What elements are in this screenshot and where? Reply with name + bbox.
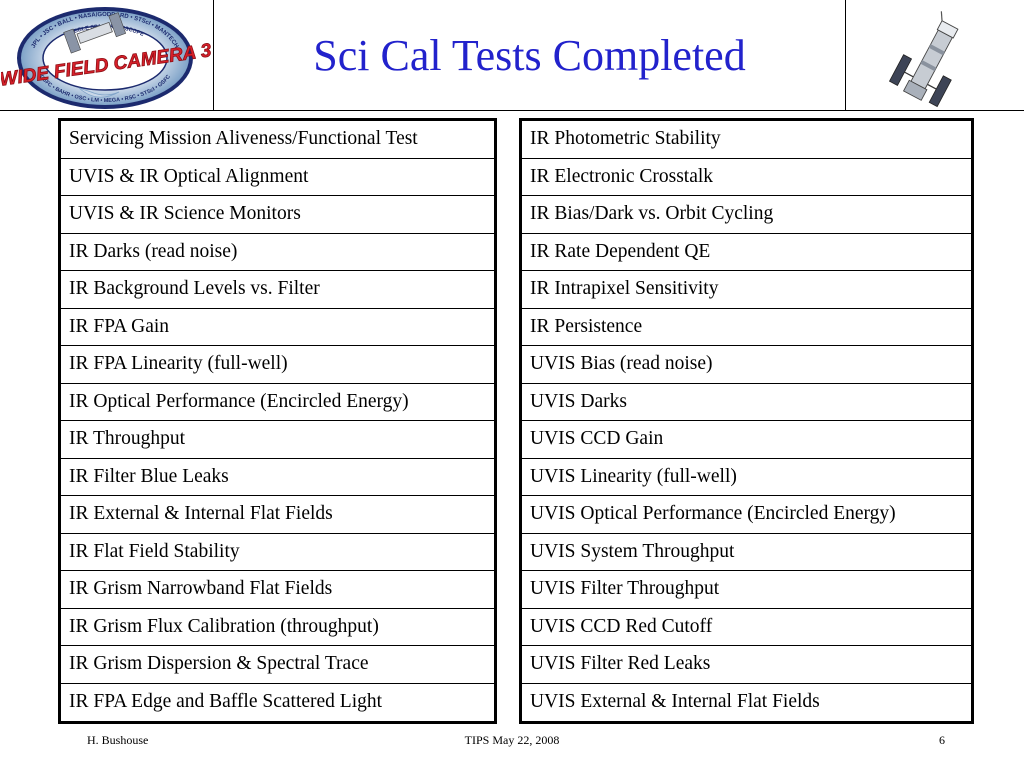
completed-tests-table-left: Servicing Mission Aliveness/Functional T…	[58, 118, 497, 724]
hubble-telescope-icon	[888, 11, 959, 108]
footer-page-number: 6	[939, 733, 945, 747]
footer-event: TIPS May 22, 2008	[464, 733, 560, 747]
table-row: IR Electronic Crosstalk	[522, 159, 971, 196]
table-row: IR FPA Linearity (full-well)	[61, 346, 494, 384]
title-cell: Sci Cal Tests Completed	[214, 0, 845, 110]
table-row: IR Bias/Dark vs. Orbit Cycling	[522, 196, 971, 234]
table-row: UVIS External & Internal Flat Fields	[530, 691, 820, 713]
table-row: UVIS Filter Throughput	[522, 571, 971, 609]
table-row: IR Optical Performance (Encircled Energy…	[61, 384, 494, 421]
table-row: IR Filter Blue Leaks	[61, 459, 494, 496]
table-row: IR Darks (read noise)	[61, 234, 494, 271]
slide-footer: H. Bushouse TIPS May 22, 2008 6	[0, 733, 1024, 749]
table-row: IR Grism Flux Calibration (throughput)	[61, 609, 494, 646]
table-row: UVIS CCD Red Cutoff	[522, 609, 971, 646]
header-divider	[213, 0, 214, 110]
table-row: IR Intrapixel Sensitivity	[522, 271, 971, 309]
table-row: UVIS Linearity (full-well)	[522, 459, 971, 496]
wfc3-logo: JPL • JSC • BALL • NASA/GODDARD • STScI …	[0, 0, 214, 110]
table-row: UVIS & IR Science Monitors	[61, 196, 494, 234]
table-row: IR Rate Dependent QE	[522, 234, 971, 271]
table-row: IR Grism Dispersion & Spectral Trace	[61, 646, 494, 684]
table-row: IR FPA Edge and Baffle Scattered Light	[69, 691, 383, 713]
table-row: Servicing Mission Aliveness/Functional T…	[61, 121, 494, 159]
table-row: IR Persistence	[522, 309, 971, 346]
table-row: IR Background Levels vs. Filter	[61, 271, 494, 309]
header-divider	[845, 0, 846, 110]
slide-header: JPL • JSC • BALL • NASA/GODDARD • STScI …	[0, 0, 1024, 111]
wfc3-logo-icon: JPL • JSC • BALL • NASA/GODDARD • STScI …	[0, 7, 214, 109]
table-row: UVIS Bias (read noise)	[522, 346, 971, 384]
table-row: UVIS Darks	[522, 384, 971, 421]
table-row: UVIS & IR Optical Alignment	[61, 159, 494, 196]
table-row: IR External & Internal Flat Fields	[61, 496, 494, 534]
table-row: UVIS Filter Red Leaks	[522, 646, 971, 684]
table-row: UVIS Optical Performance (Encircled Ener…	[522, 496, 971, 534]
table-row: UVIS CCD Gain	[522, 421, 971, 459]
footer-author: H. Bushouse	[87, 733, 149, 747]
table-row: IR Flat Field Stability	[61, 534, 494, 571]
completed-tests-table-right: IR Photometric Stability IR Electronic Cr…	[519, 118, 974, 724]
table-row: IR Photometric Stability	[522, 121, 971, 159]
table-row: UVIS System Throughput	[522, 534, 971, 571]
table-row: IR Grism Narrowband Flat Fields	[61, 571, 494, 609]
hubble-cell	[846, 0, 1023, 110]
table-row: IR FPA Gain	[61, 309, 494, 346]
table-row: IR Throughput	[61, 421, 494, 459]
page-title: Sci Cal Tests Completed	[313, 30, 746, 80]
